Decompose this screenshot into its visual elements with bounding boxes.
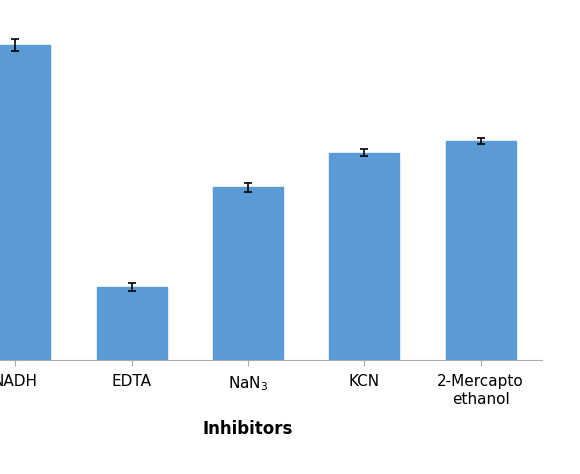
X-axis label: Inhibitors: Inhibitors	[203, 420, 293, 438]
Bar	[0, 45, 50, 360]
Bar	[329, 153, 399, 360]
Bar	[97, 287, 166, 360]
Bar	[213, 187, 283, 360]
Bar	[446, 141, 516, 360]
